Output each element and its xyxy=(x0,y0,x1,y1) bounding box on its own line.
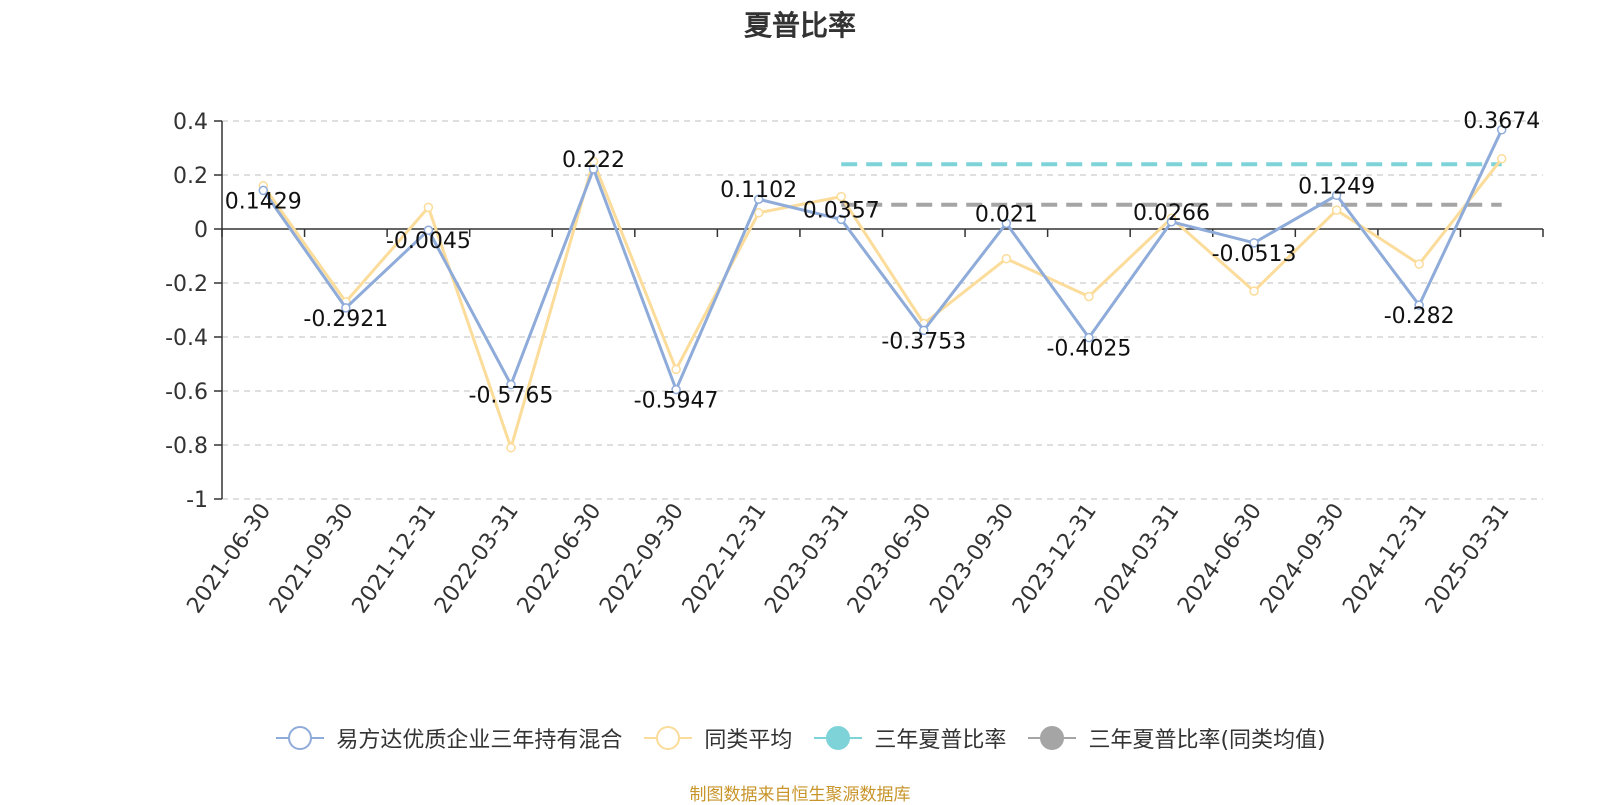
data-label: -0.4025 xyxy=(1046,337,1131,362)
x-tick-label: 2022-06-30 xyxy=(513,499,607,618)
data-point xyxy=(671,384,681,395)
x-tick-label: 2022-09-30 xyxy=(595,499,689,618)
x-tick-label: 2024-06-30 xyxy=(1173,499,1267,618)
legend: 易方达优质企业三年持有混合 同类平均 三年夏普比率 三年夏普比率(同类均值) xyxy=(0,722,1600,754)
y-tick-label: -0.6 xyxy=(165,380,208,405)
data-label: -0.282 xyxy=(1384,304,1455,329)
legend-label: 易方达优质企业三年持有混合 xyxy=(336,728,623,753)
data-point xyxy=(1084,332,1094,343)
legend-item[interactable]: 三年夏普比率(同类均值) xyxy=(1026,722,1326,754)
data-point xyxy=(588,164,599,174)
x-tick-label: 2024-12-31 xyxy=(1338,499,1432,618)
data-point xyxy=(1414,300,1424,310)
x-tick-label: 2024-09-30 xyxy=(1256,499,1350,618)
data-label: 0.1249 xyxy=(1298,174,1375,199)
data-point xyxy=(258,185,269,196)
reference-lines xyxy=(841,162,1502,207)
legend-item[interactable]: 同类平均 xyxy=(642,722,792,754)
data-point xyxy=(671,364,681,375)
y-tick-label: 0.4 xyxy=(173,110,208,135)
data-point xyxy=(423,225,434,235)
data-point xyxy=(506,379,516,390)
data-point xyxy=(1496,154,1507,164)
legend-label: 三年夏普比率 xyxy=(874,728,1007,753)
series-lines xyxy=(258,125,1507,453)
chart-title: 夏普比率 xyxy=(743,9,856,42)
x-tick-label: 2023-09-30 xyxy=(925,499,1019,618)
x-tick-label: 2023-03-31 xyxy=(760,499,854,618)
y-tick-label: -1 xyxy=(186,488,208,513)
data-source-note: 制图数据来自恒生聚源数据库 xyxy=(689,785,911,805)
data-label: 0.3674 xyxy=(1463,109,1540,134)
data-point xyxy=(1496,125,1507,135)
legend-item[interactable]: 易方达优质企业三年持有混合 xyxy=(274,722,622,754)
legend-swatch-icon xyxy=(644,726,693,750)
legend-label: 三年夏普比率(同类均值) xyxy=(1088,728,1326,753)
data-point xyxy=(341,303,351,313)
x-tick-label: 2022-03-31 xyxy=(430,499,524,618)
data-point xyxy=(1249,286,1259,296)
data-label: 0.0266 xyxy=(1133,201,1210,226)
data-point xyxy=(423,202,434,213)
data-label: 0.021 xyxy=(975,202,1038,227)
data-point xyxy=(1331,205,1342,215)
data-point xyxy=(836,214,846,225)
data-labels: 0.1429 -0.2921 -0.0045 -0.5765 0.222 -0.5947 0… xyxy=(225,109,1540,414)
legend-swatch-icon xyxy=(814,726,863,750)
x-tick-label: 2025-03-31 xyxy=(1421,499,1515,618)
y-tick-label: -0.2 xyxy=(165,272,208,297)
data-point xyxy=(1001,253,1012,264)
grid-lines xyxy=(222,120,1543,500)
data-label: 0.1102 xyxy=(720,178,797,203)
data-point xyxy=(753,208,764,218)
x-tick-label: 2024-03-31 xyxy=(1091,499,1185,618)
legend-item[interactable]: 三年夏普比率 xyxy=(812,722,1006,754)
x-tick-label: 2021-12-31 xyxy=(348,499,442,618)
data-label: 0.1429 xyxy=(225,189,302,214)
data-label: -0.3753 xyxy=(881,329,966,354)
data-label: 0.222 xyxy=(562,148,625,173)
data-point xyxy=(1001,218,1012,229)
y-tick-label: 0.2 xyxy=(173,164,208,189)
legend-swatch-icon xyxy=(1028,726,1077,750)
x-tick-label: 2023-06-30 xyxy=(843,499,937,618)
data-label: -0.5947 xyxy=(634,389,719,414)
data-label: 0.0357 xyxy=(803,198,880,223)
data-point xyxy=(1414,259,1424,269)
data-label: -0.5765 xyxy=(469,384,554,409)
x-tick-label: 2023-12-31 xyxy=(1008,499,1102,618)
data-point xyxy=(753,194,764,204)
x-tick-label: 2022-12-31 xyxy=(678,499,772,618)
data-point xyxy=(919,325,929,336)
legend-label: 同类平均 xyxy=(704,728,793,753)
x-tick-label: 2021-06-30 xyxy=(182,499,276,618)
data-point xyxy=(1084,291,1094,302)
data-point xyxy=(836,191,846,202)
series-line xyxy=(262,157,1503,450)
series-line xyxy=(262,129,1504,392)
data-label: -0.2921 xyxy=(303,307,388,332)
y-tick-label: -0.4 xyxy=(165,326,208,351)
x-tick-label: 2021-09-30 xyxy=(265,499,359,618)
data-label: -0.0045 xyxy=(386,229,471,254)
data-label: -0.0513 xyxy=(1212,242,1297,267)
y-tick-label: 0 xyxy=(194,218,208,243)
data-point xyxy=(506,442,516,453)
data-point xyxy=(1166,217,1177,227)
data-point xyxy=(1249,238,1259,248)
data-point xyxy=(1331,190,1342,201)
legend-swatch-icon xyxy=(276,726,325,750)
y-tick-label: -0.8 xyxy=(165,434,208,459)
